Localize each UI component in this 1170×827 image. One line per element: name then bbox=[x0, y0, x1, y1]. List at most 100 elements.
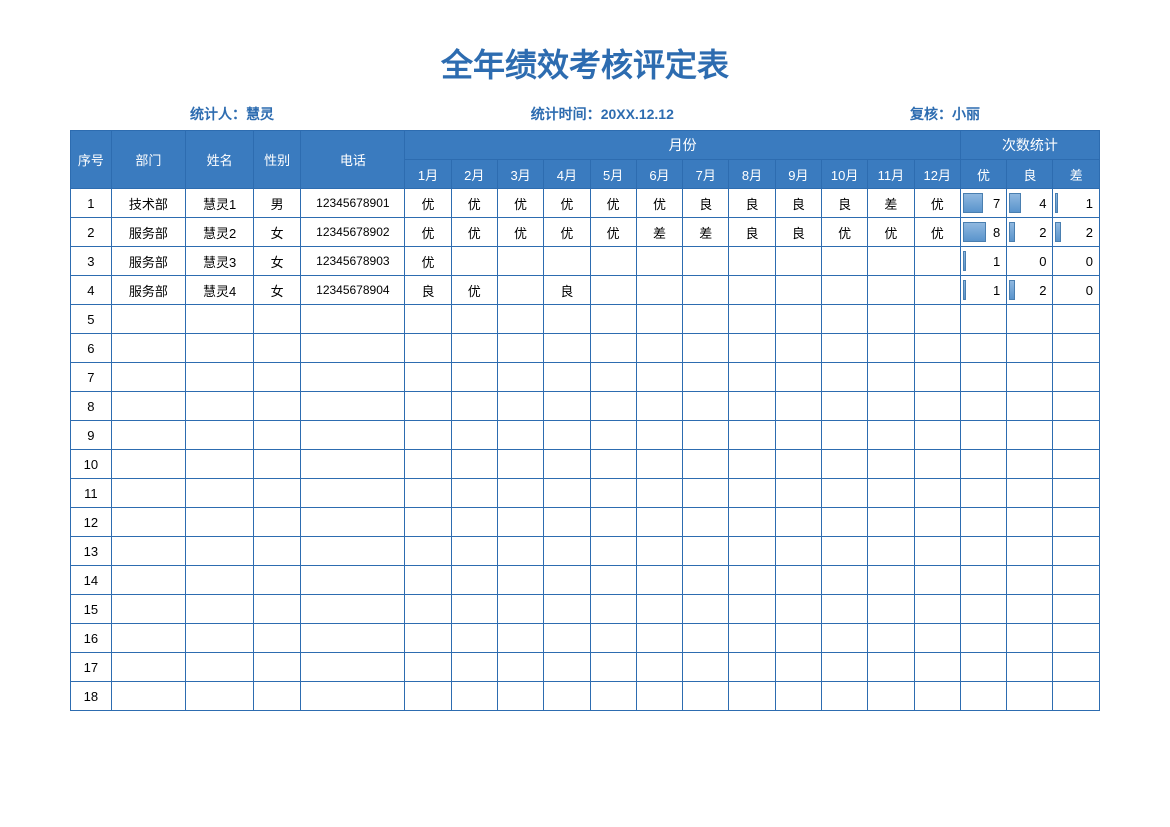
cell-month bbox=[544, 653, 590, 682]
cell-seq: 9 bbox=[71, 421, 112, 450]
cell-month: 优 bbox=[821, 218, 867, 247]
cell-name bbox=[186, 305, 254, 334]
cell-month bbox=[497, 595, 543, 624]
cell-seq: 17 bbox=[71, 653, 112, 682]
cell-seq: 16 bbox=[71, 624, 112, 653]
cell-name bbox=[186, 595, 254, 624]
cell-stat bbox=[960, 421, 1006, 450]
cell-stat bbox=[1053, 421, 1100, 450]
cell-month bbox=[497, 305, 543, 334]
cell-stat bbox=[1053, 305, 1100, 334]
cell-stat bbox=[1053, 653, 1100, 682]
cell-dept: 服务部 bbox=[111, 276, 186, 305]
cell-month bbox=[821, 566, 867, 595]
cell-phone bbox=[301, 653, 405, 682]
cell-dept bbox=[111, 537, 186, 566]
stat-value: 1 bbox=[1053, 190, 1099, 217]
table-row: 13 bbox=[71, 537, 1100, 566]
cell-name bbox=[186, 566, 254, 595]
cell-phone bbox=[301, 450, 405, 479]
table-row: 9 bbox=[71, 421, 1100, 450]
cell-month bbox=[729, 334, 775, 363]
cell-month bbox=[497, 624, 543, 653]
cell-month bbox=[405, 450, 451, 479]
cell-dept bbox=[111, 682, 186, 711]
cell-month bbox=[868, 479, 914, 508]
cell-stat bbox=[1053, 537, 1100, 566]
header-month-9: 9月 bbox=[775, 160, 821, 189]
cell-month: 优 bbox=[405, 218, 451, 247]
cell-month: 优 bbox=[590, 189, 636, 218]
cell-dept: 服务部 bbox=[111, 218, 186, 247]
table-row: 8 bbox=[71, 392, 1100, 421]
header-stat-0: 优 bbox=[960, 160, 1006, 189]
table-row: 10 bbox=[71, 450, 1100, 479]
cell-month bbox=[729, 421, 775, 450]
cell-month bbox=[914, 450, 960, 479]
cell-name bbox=[186, 479, 254, 508]
stat-value: 0 bbox=[1053, 248, 1099, 275]
cell-month bbox=[868, 595, 914, 624]
cell-month bbox=[868, 392, 914, 421]
cell-month bbox=[544, 450, 590, 479]
header-dept: 部门 bbox=[111, 131, 186, 189]
cell-month bbox=[729, 276, 775, 305]
cell-month bbox=[729, 450, 775, 479]
cell-stat bbox=[960, 653, 1006, 682]
cell-month bbox=[821, 247, 867, 276]
cell-month bbox=[914, 363, 960, 392]
cell-month bbox=[405, 334, 451, 363]
cell-month bbox=[775, 334, 821, 363]
cell-dept bbox=[111, 421, 186, 450]
cell-stat: 2 bbox=[1007, 276, 1053, 305]
cell-month bbox=[590, 682, 636, 711]
cell-month bbox=[821, 305, 867, 334]
cell-month: 良 bbox=[775, 189, 821, 218]
cell-month bbox=[683, 421, 729, 450]
cell-month bbox=[636, 595, 682, 624]
cell-stat: 1 bbox=[1053, 189, 1100, 218]
cell-stat bbox=[960, 305, 1006, 334]
cell-stat: 2 bbox=[1007, 218, 1053, 247]
table-row: 12 bbox=[71, 508, 1100, 537]
cell-month bbox=[636, 682, 682, 711]
cell-phone bbox=[301, 305, 405, 334]
cell-phone: 12345678903 bbox=[301, 247, 405, 276]
cell-phone bbox=[301, 392, 405, 421]
cell-month: 差 bbox=[683, 218, 729, 247]
cell-name bbox=[186, 421, 254, 450]
cell-dept bbox=[111, 479, 186, 508]
cell-phone bbox=[301, 595, 405, 624]
cell-month bbox=[590, 479, 636, 508]
cell-month bbox=[590, 566, 636, 595]
cell-stat bbox=[960, 595, 1006, 624]
cell-name bbox=[186, 334, 254, 363]
cell-month: 优 bbox=[544, 218, 590, 247]
cell-month bbox=[868, 566, 914, 595]
cell-month bbox=[868, 653, 914, 682]
cell-month bbox=[775, 537, 821, 566]
cell-name bbox=[186, 682, 254, 711]
cell-phone bbox=[301, 334, 405, 363]
cell-dept bbox=[111, 595, 186, 624]
cell-month bbox=[914, 305, 960, 334]
cell-name bbox=[186, 624, 254, 653]
cell-month bbox=[544, 682, 590, 711]
cell-stat bbox=[1053, 566, 1100, 595]
cell-month bbox=[775, 421, 821, 450]
cell-month bbox=[636, 508, 682, 537]
cell-month bbox=[451, 537, 497, 566]
cell-month bbox=[821, 653, 867, 682]
cell-month bbox=[590, 595, 636, 624]
cell-month bbox=[544, 305, 590, 334]
cell-month bbox=[914, 334, 960, 363]
cell-stat: 0 bbox=[1053, 276, 1100, 305]
table-row: 11 bbox=[71, 479, 1100, 508]
cell-month bbox=[497, 334, 543, 363]
cell-month: 差 bbox=[868, 189, 914, 218]
reviewer-value: 小丽 bbox=[952, 106, 980, 122]
table-row: 14 bbox=[71, 566, 1100, 595]
cell-month bbox=[590, 653, 636, 682]
cell-month bbox=[683, 392, 729, 421]
table-row: 4服务部慧灵4女12345678904良优良120 bbox=[71, 276, 1100, 305]
